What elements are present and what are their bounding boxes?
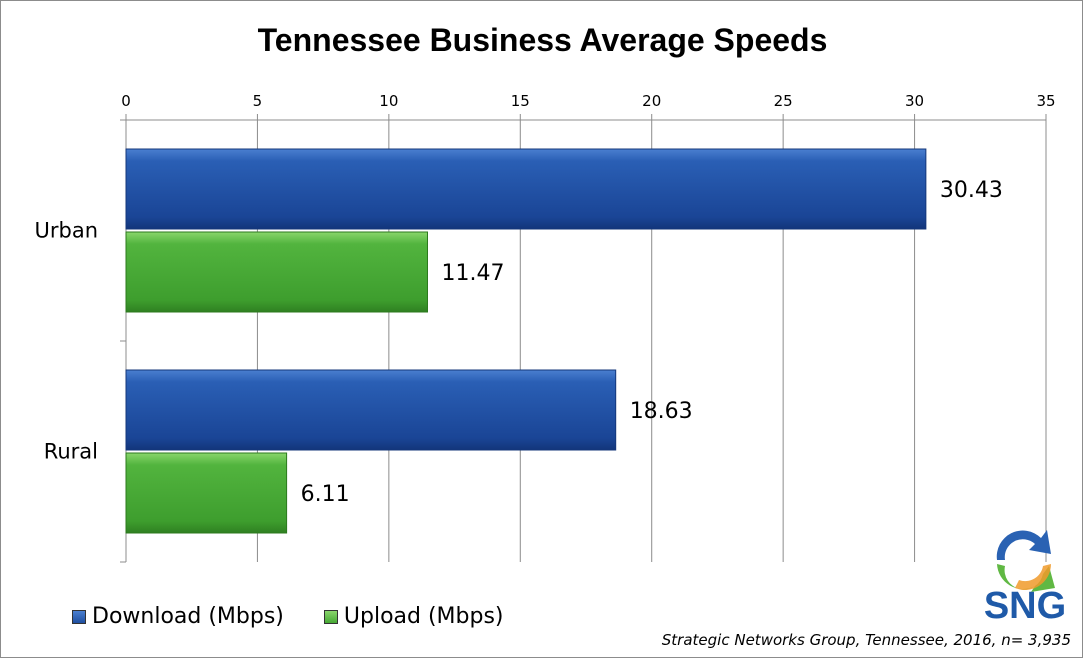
data-label: 6.11 <box>301 482 350 507</box>
x-tick-label: 35 <box>1036 92 1055 110</box>
legend-swatch-download <box>72 609 86 624</box>
x-tick-label: 25 <box>774 92 793 110</box>
bar-urban-upload <box>125 231 428 313</box>
data-label: 18.63 <box>630 399 693 424</box>
category-label-rural: Rural <box>44 440 98 464</box>
category-label-urban: Urban <box>34 219 98 243</box>
data-label: 30.43 <box>940 178 1003 203</box>
source-note: Strategic Networks Group, Tennessee, 201… <box>661 631 1071 649</box>
bar-rural-download <box>125 369 617 451</box>
x-tick-label: 10 <box>379 92 398 110</box>
chart-title: Tennessee Business Average Speeds <box>257 22 828 58</box>
x-tick-label: 15 <box>511 92 530 110</box>
sng-logo-text: SNG <box>983 585 1067 627</box>
legend-item-download: Download (Mbps) <box>72 604 284 629</box>
legend-label-download: Download (Mbps) <box>92 604 284 629</box>
legend: Download (Mbps) Upload (Mbps) <box>72 604 544 629</box>
data-label: 11.47 <box>441 261 504 286</box>
x-tick-label: 20 <box>642 92 661 110</box>
sng-arrows-logo-icon <box>996 530 1055 592</box>
x-tick-label: 30 <box>905 92 924 110</box>
legend-label-upload: Upload (Mbps) <box>343 604 504 629</box>
bar-rural-upload <box>125 452 288 534</box>
legend-item-upload: Upload (Mbps) <box>323 604 504 629</box>
labels: 0 5 10 15 20 25 30 35 Urban 30.43 11.47 Rural 18.63 6… <box>34 92 1055 507</box>
x-tick-label: 0 <box>121 92 131 110</box>
bar-urban-download <box>125 148 927 230</box>
bars <box>125 148 927 534</box>
x-tick-label: 5 <box>253 92 263 110</box>
legend-swatch-upload <box>323 609 338 624</box>
